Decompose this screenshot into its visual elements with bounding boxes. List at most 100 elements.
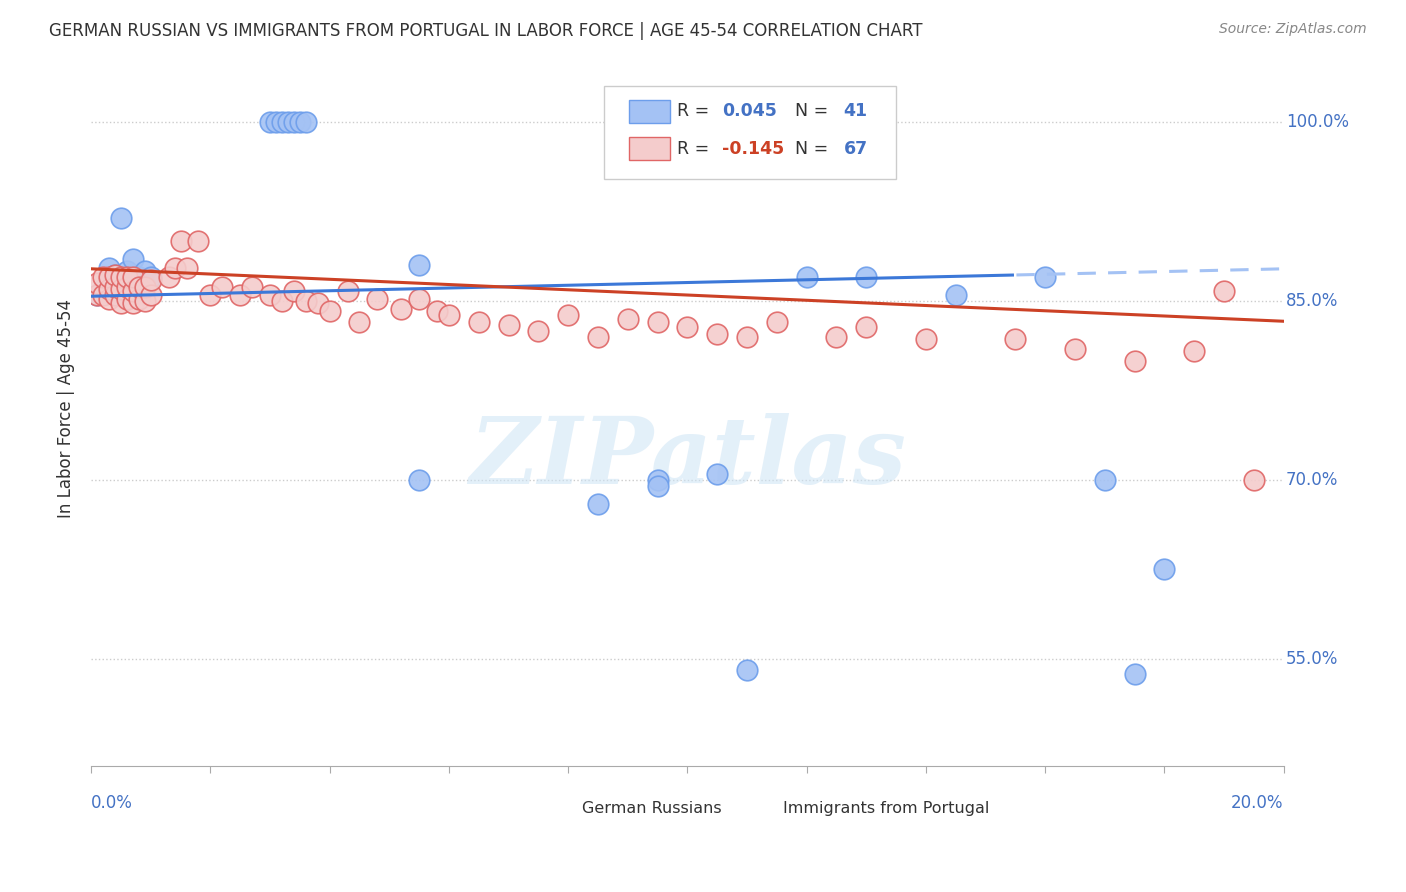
FancyBboxPatch shape bbox=[605, 87, 896, 179]
Point bbox=[855, 320, 877, 334]
Point bbox=[122, 270, 145, 285]
Point bbox=[104, 268, 127, 282]
Point bbox=[796, 270, 818, 285]
Point bbox=[264, 115, 287, 129]
Text: N =: N = bbox=[785, 103, 834, 120]
Text: 100.0%: 100.0% bbox=[1286, 113, 1348, 131]
Point bbox=[408, 258, 430, 272]
Point bbox=[104, 288, 127, 302]
Point bbox=[115, 279, 138, 293]
Text: 20.0%: 20.0% bbox=[1232, 795, 1284, 813]
Point bbox=[128, 279, 150, 293]
Point bbox=[1094, 473, 1116, 487]
Point bbox=[128, 285, 150, 300]
Point bbox=[200, 288, 222, 302]
FancyBboxPatch shape bbox=[544, 795, 579, 823]
Point bbox=[408, 473, 430, 487]
Point bbox=[283, 115, 305, 129]
Point bbox=[307, 296, 329, 310]
Point bbox=[86, 288, 108, 302]
Point bbox=[110, 270, 132, 285]
Point bbox=[318, 303, 340, 318]
Point bbox=[288, 115, 311, 129]
Text: GERMAN RUSSIAN VS IMMIGRANTS FROM PORTUGAL IN LABOR FORCE | AGE 45-54 CORRELATIO: GERMAN RUSSIAN VS IMMIGRANTS FROM PORTUG… bbox=[49, 22, 922, 40]
Point bbox=[647, 315, 669, 329]
Point bbox=[1033, 270, 1056, 285]
Text: 55.0%: 55.0% bbox=[1286, 649, 1339, 667]
Point bbox=[498, 318, 520, 332]
Point bbox=[98, 292, 121, 306]
Text: 85.0%: 85.0% bbox=[1286, 292, 1339, 310]
Point bbox=[134, 278, 156, 293]
Point bbox=[98, 276, 121, 290]
Point bbox=[1153, 562, 1175, 576]
Point bbox=[139, 272, 162, 286]
Point bbox=[616, 311, 638, 326]
Point bbox=[294, 293, 316, 308]
Point bbox=[169, 235, 191, 249]
Text: -0.145: -0.145 bbox=[721, 140, 785, 158]
Point bbox=[134, 279, 156, 293]
Point bbox=[122, 296, 145, 310]
Point bbox=[139, 288, 162, 302]
Point bbox=[139, 270, 162, 285]
Point bbox=[134, 264, 156, 278]
Point bbox=[706, 467, 728, 481]
Text: Source: ZipAtlas.com: Source: ZipAtlas.com bbox=[1219, 22, 1367, 37]
Point bbox=[336, 285, 359, 299]
Point bbox=[98, 282, 121, 296]
FancyBboxPatch shape bbox=[628, 100, 669, 123]
Point bbox=[676, 320, 699, 334]
Point bbox=[128, 270, 150, 285]
Point bbox=[527, 324, 550, 338]
Point bbox=[104, 279, 127, 293]
Point bbox=[134, 293, 156, 308]
Point bbox=[349, 315, 371, 329]
Point bbox=[283, 285, 305, 299]
Point bbox=[825, 330, 848, 344]
Point bbox=[187, 235, 209, 249]
Point bbox=[98, 260, 121, 275]
Point bbox=[240, 279, 263, 293]
Text: 67: 67 bbox=[844, 140, 868, 158]
Point bbox=[104, 268, 127, 282]
Point bbox=[115, 279, 138, 293]
Point bbox=[110, 270, 132, 285]
Text: R =: R = bbox=[676, 140, 714, 158]
Point bbox=[122, 270, 145, 285]
Point bbox=[1064, 342, 1087, 356]
Text: 41: 41 bbox=[844, 103, 868, 120]
Point bbox=[437, 308, 460, 322]
Text: ZIPatlas: ZIPatlas bbox=[468, 413, 905, 503]
Point bbox=[1123, 667, 1146, 681]
Y-axis label: In Labor Force | Age 45-54: In Labor Force | Age 45-54 bbox=[58, 299, 75, 517]
Point bbox=[115, 292, 138, 306]
Point bbox=[163, 260, 186, 275]
Text: 0.0%: 0.0% bbox=[91, 795, 134, 813]
Point bbox=[557, 308, 579, 322]
Point bbox=[855, 270, 877, 285]
Point bbox=[1213, 285, 1236, 299]
Point bbox=[1004, 332, 1026, 346]
Point bbox=[157, 270, 180, 285]
Point bbox=[86, 288, 108, 302]
Point bbox=[98, 270, 121, 285]
Text: N =: N = bbox=[785, 140, 834, 158]
Point bbox=[115, 270, 138, 285]
Point bbox=[259, 288, 281, 302]
Point bbox=[122, 285, 145, 299]
Point bbox=[586, 330, 609, 344]
Text: 0.045: 0.045 bbox=[721, 103, 778, 120]
Point bbox=[211, 279, 233, 293]
Text: R =: R = bbox=[676, 103, 714, 120]
Point bbox=[259, 115, 281, 129]
Point bbox=[104, 279, 127, 293]
Point bbox=[366, 292, 388, 306]
Point bbox=[915, 332, 938, 346]
Point bbox=[110, 288, 132, 302]
Point bbox=[176, 260, 198, 275]
Point bbox=[128, 292, 150, 306]
Point bbox=[91, 288, 114, 302]
Point bbox=[1123, 353, 1146, 368]
Point bbox=[229, 288, 252, 302]
